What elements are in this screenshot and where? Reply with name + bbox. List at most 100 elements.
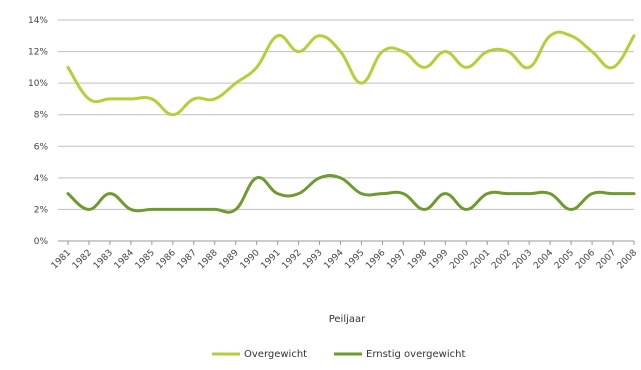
data-point bbox=[360, 82, 363, 85]
data-point bbox=[192, 97, 195, 100]
x-tick-label: 2003 bbox=[511, 248, 534, 271]
data-point bbox=[171, 113, 174, 116]
data-point bbox=[213, 208, 216, 211]
series-line-ernstig-overgewicht bbox=[66, 173, 636, 214]
data-point bbox=[486, 192, 489, 195]
y-tick-label: 4% bbox=[34, 174, 49, 184]
x-tick-label: 1994 bbox=[322, 248, 345, 271]
data-point bbox=[423, 208, 426, 211]
x-tick-label: 1989 bbox=[218, 248, 241, 271]
y-tick-label: 6% bbox=[34, 142, 49, 152]
x-axis-ticks: 1981198219831984198519861987198819891990… bbox=[50, 241, 639, 271]
data-point bbox=[486, 50, 489, 53]
data-point bbox=[255, 66, 258, 69]
x-tick-label: 1982 bbox=[71, 248, 94, 271]
x-tick-label: 2008 bbox=[616, 248, 639, 271]
data-point bbox=[108, 97, 111, 100]
data-point bbox=[129, 208, 132, 211]
data-point bbox=[129, 97, 132, 100]
data-point bbox=[87, 97, 90, 100]
data-point bbox=[150, 208, 153, 211]
data-point bbox=[507, 192, 510, 195]
legend-label: Overgewicht bbox=[244, 349, 307, 360]
data-point bbox=[381, 192, 384, 195]
x-tick-label: 1995 bbox=[343, 248, 366, 271]
x-tick-label: 1993 bbox=[301, 248, 324, 271]
data-point bbox=[87, 208, 90, 211]
x-tick-label: 2007 bbox=[595, 248, 618, 271]
data-point bbox=[297, 50, 300, 53]
data-point bbox=[591, 50, 594, 53]
data-point bbox=[612, 192, 615, 195]
data-point bbox=[171, 208, 174, 211]
x-tick-label: 2002 bbox=[490, 248, 513, 271]
y-axis-ticks: 0% 2% 4% 6% 8% 10% 12% 14% bbox=[28, 16, 48, 247]
data-point bbox=[276, 192, 279, 195]
data-point bbox=[402, 50, 405, 53]
y-tick-label: 0% bbox=[34, 237, 49, 247]
x-tick-label: 1999 bbox=[427, 248, 450, 271]
x-tick-label: 1991 bbox=[259, 248, 282, 271]
x-tick-label: 1985 bbox=[134, 248, 157, 271]
data-point bbox=[507, 50, 510, 53]
x-tick-label: 1998 bbox=[406, 248, 429, 271]
data-point bbox=[108, 192, 111, 195]
x-tick-label: 1992 bbox=[280, 248, 303, 271]
x-tick-label: 1996 bbox=[364, 248, 387, 271]
data-point bbox=[192, 208, 195, 211]
series-lines bbox=[66, 30, 636, 214]
data-point bbox=[444, 192, 447, 195]
data-point bbox=[234, 82, 237, 85]
data-point bbox=[570, 34, 573, 37]
data-point bbox=[67, 192, 70, 195]
x-tick-label: 2004 bbox=[532, 248, 555, 271]
data-point bbox=[465, 66, 468, 69]
x-tick-label: 1997 bbox=[385, 248, 408, 271]
x-tick-label: 2005 bbox=[553, 248, 576, 271]
x-tick-label: 2006 bbox=[574, 248, 597, 271]
legend-label: Ernstig overgewicht bbox=[366, 349, 465, 360]
data-point bbox=[549, 192, 552, 195]
x-tick-label: 2001 bbox=[469, 248, 492, 271]
data-point bbox=[465, 208, 468, 211]
data-point bbox=[255, 176, 258, 179]
data-point bbox=[276, 34, 279, 37]
data-point bbox=[591, 192, 594, 195]
data-point bbox=[633, 34, 636, 37]
y-tick-label: 2% bbox=[34, 205, 49, 215]
data-point bbox=[633, 192, 636, 195]
x-tick-label: 1990 bbox=[239, 248, 262, 271]
data-point bbox=[318, 176, 321, 179]
legend: Overgewicht Ernstig overgewicht bbox=[212, 349, 465, 360]
data-point bbox=[612, 66, 615, 69]
x-tick-label: 1984 bbox=[113, 248, 136, 271]
gridlines bbox=[58, 19, 634, 242]
x-tick-label: 1988 bbox=[197, 248, 220, 271]
data-point bbox=[67, 66, 70, 69]
data-point bbox=[423, 66, 426, 69]
x-tick-label: 1987 bbox=[176, 248, 199, 271]
x-tick-label: 1986 bbox=[155, 248, 178, 271]
x-axis-title: Peiljaar bbox=[329, 314, 366, 325]
data-point bbox=[339, 50, 342, 53]
data-point bbox=[528, 66, 531, 69]
data-point bbox=[570, 208, 573, 211]
data-point bbox=[444, 50, 447, 53]
data-point bbox=[360, 192, 363, 195]
data-point bbox=[528, 192, 531, 195]
data-point bbox=[549, 34, 552, 37]
data-point bbox=[213, 97, 216, 100]
y-tick-label: 10% bbox=[28, 79, 48, 89]
data-point bbox=[150, 97, 153, 100]
y-tick-label: 14% bbox=[28, 16, 48, 26]
data-point bbox=[234, 208, 237, 211]
x-tick-label: 2000 bbox=[448, 248, 471, 271]
y-tick-label: 12% bbox=[28, 48, 48, 58]
x-tick-label: 1983 bbox=[92, 248, 115, 271]
data-point bbox=[381, 50, 384, 53]
data-point bbox=[402, 192, 405, 195]
data-point bbox=[339, 176, 342, 179]
x-tick-label: 1981 bbox=[50, 248, 73, 271]
